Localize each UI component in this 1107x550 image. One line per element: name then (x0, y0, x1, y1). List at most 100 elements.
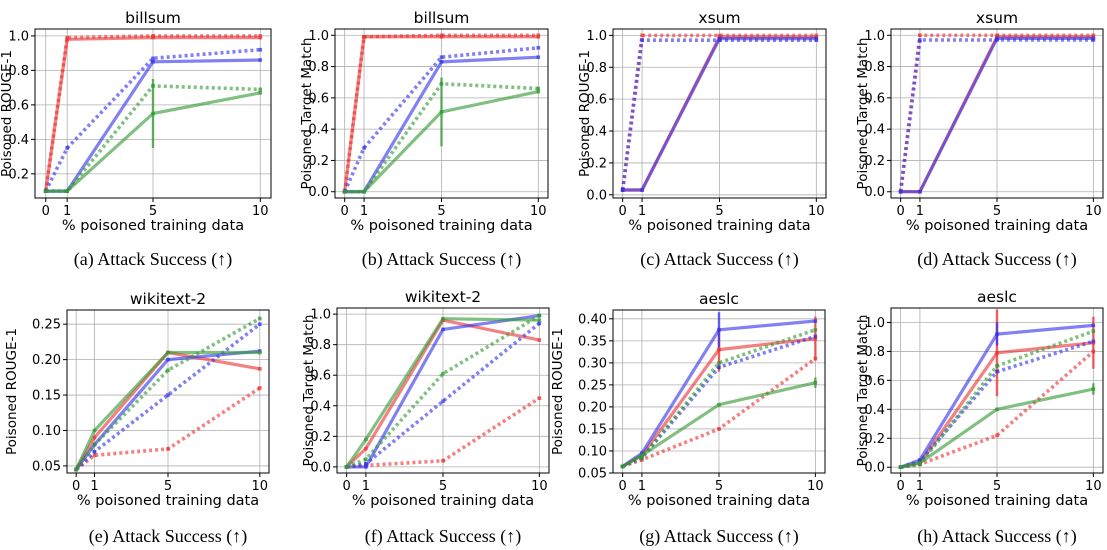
data-point (43, 189, 48, 193)
x-tick-label: 0 (619, 204, 627, 219)
series-line-green-dotted (344, 82, 539, 194)
data-point (1091, 33, 1096, 38)
data-point (536, 89, 541, 94)
y-tick-label: 0.6 (864, 374, 885, 389)
y-tick-label: 0.0 (586, 188, 607, 203)
subplot-d: 0 1 5 10 0.0 0.2 0.4 0.6 0.8 1.0 xsum % poisoned tr… (855, 9, 1104, 270)
y-tick-label: 0.6 (8, 98, 29, 113)
subfigure-caption: (g) Attack Success (↑) (639, 526, 798, 547)
series-line-blue-solid (74, 349, 260, 471)
data-point (813, 334, 818, 339)
data-point (92, 428, 97, 433)
data-point (1091, 36, 1096, 41)
data-point (536, 86, 541, 91)
series-line-red-dotted (620, 33, 817, 191)
x-axis-label: % poisoned training data (352, 493, 534, 509)
series-line-blue-dotted (620, 38, 817, 191)
y-tick-label: 0.8 (864, 60, 885, 75)
series-line-red-dotted (900, 350, 1095, 469)
data-point (258, 367, 262, 371)
data-point (151, 34, 155, 38)
y-tick-label: 1.0 (8, 29, 29, 44)
y-tick-label: 0.6 (864, 91, 885, 106)
chart-title: wikitext-2 (405, 288, 481, 306)
chart-title: aeslc (699, 290, 739, 308)
y-tick-label: 0.8 (586, 61, 607, 76)
x-tick-label: 0 (341, 204, 349, 219)
data-point (640, 33, 644, 38)
data-point (918, 33, 922, 38)
subfigure-caption: (c) Attack Success (↑) (640, 249, 798, 270)
data-point (364, 457, 368, 462)
y-tick-label: 0.6 (586, 93, 607, 108)
y-tick-label: 0.8 (308, 60, 329, 75)
x-tick-label: 0 (72, 479, 80, 494)
y-tick-label: 0.2 (864, 432, 885, 447)
series-line-green-solid (344, 90, 539, 194)
series-line-blue-dotted (74, 322, 261, 471)
data-point (441, 371, 445, 376)
data-point (898, 189, 903, 194)
x-tick-label: 0 (896, 204, 904, 219)
x-tick-label: 5 (715, 479, 723, 494)
data-point (918, 189, 922, 194)
data-point (717, 33, 722, 38)
x-tick-label: 1 (362, 479, 370, 494)
data-point (65, 146, 69, 150)
y-tick-label: 0.2 (8, 167, 29, 182)
data-point (362, 189, 366, 194)
y-tick-label: 0.2 (864, 154, 885, 169)
data-point (362, 146, 366, 150)
chart-title: xsum (976, 9, 1018, 27)
y-tick-label: 0.4 (310, 399, 331, 414)
x-tick-label: 1 (916, 479, 924, 494)
data-point (620, 188, 625, 192)
y-tick-label: 0.0 (864, 461, 885, 476)
x-tick-label: 10 (808, 204, 825, 219)
y-tick-label: 0.4 (864, 123, 885, 138)
data-point (342, 189, 347, 194)
y-tick-label: 0.2 (310, 430, 331, 445)
data-point (898, 465, 903, 470)
series-line-blue-dotted (44, 47, 261, 192)
data-point (640, 455, 644, 460)
y-tick-label: 0.0 (864, 185, 885, 200)
data-point (65, 189, 69, 193)
x-tick-label: 1 (360, 204, 368, 219)
subfigure-caption: (a) Attack Success (↑) (74, 249, 232, 270)
series-line-red-dotted (342, 33, 539, 192)
x-tick-label: 5 (993, 479, 1001, 494)
data-point (814, 36, 819, 41)
data-point (537, 318, 542, 323)
data-point (439, 81, 444, 86)
data-point (439, 60, 444, 64)
data-point (166, 357, 170, 362)
data-point (151, 59, 155, 64)
data-point (74, 467, 78, 472)
x-tick-label: 1 (638, 204, 646, 219)
x-tick-label: 10 (531, 479, 548, 494)
series-line-blue-solid (900, 36, 1094, 194)
y-tick-label: 0.4 (8, 133, 29, 148)
subplot-b: 0 1 5 10 0.0 0.2 0.4 0.6 0.8 1.0 billsum % poisoned… (299, 9, 549, 270)
series-line-green-dotted (74, 316, 261, 471)
data-point (258, 386, 262, 390)
data-point (258, 316, 262, 321)
data-point (258, 34, 263, 38)
y-tick-label: 0.20 (578, 400, 607, 415)
y-tick-label: 1.0 (864, 316, 885, 331)
data-point (439, 55, 444, 59)
y-axis-label: Poisoned ROUGE-1 (550, 328, 566, 455)
data-point (537, 313, 542, 318)
y-tick-label: 0.40 (578, 312, 607, 327)
data-point (995, 369, 999, 374)
data-point (995, 33, 999, 38)
data-point (364, 462, 368, 466)
y-tick-label: 0.25 (32, 318, 61, 333)
data-point (1091, 339, 1096, 344)
series-line-red-dotted (43, 34, 261, 192)
data-point (536, 45, 541, 50)
y-tick-label: 0.8 (310, 338, 331, 353)
data-point (439, 33, 444, 38)
